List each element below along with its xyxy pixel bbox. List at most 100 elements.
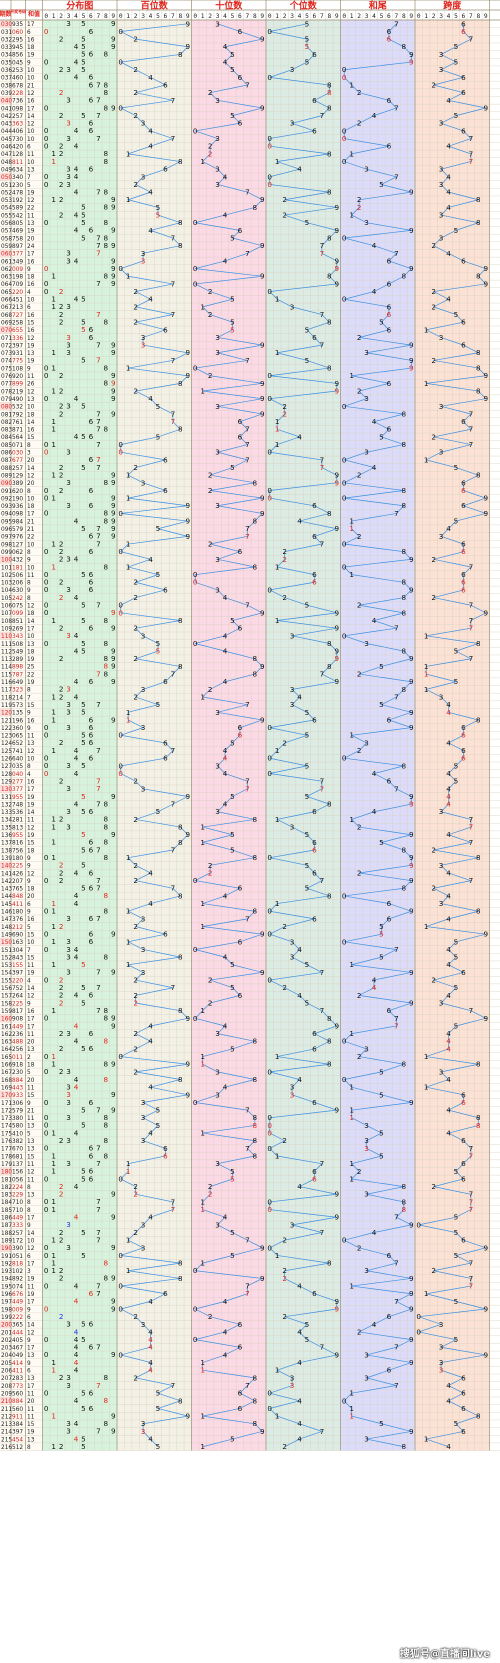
draw-number: 508: [12, 642, 23, 648]
trend-mark: 6: [387, 1312, 392, 1321]
trend-mark: 7: [245, 1282, 250, 1291]
trend-mark: 4: [446, 769, 451, 778]
issue-number: 036: [1, 68, 12, 74]
trend-mark: 0: [193, 1304, 198, 1313]
distribution-mark: 2: [59, 692, 64, 701]
distribution-mark: 3: [66, 501, 71, 510]
distribution-mark: 1: [51, 1205, 56, 1214]
trend-mark: 1: [200, 1366, 205, 1375]
distribution-mark: 8: [104, 907, 109, 916]
trend-mark: 9: [483, 394, 488, 403]
watermark: 搜狐号@直播间live: [399, 1649, 490, 1660]
draw-sum: 12: [27, 198, 35, 204]
draw-number: 756: [12, 848, 23, 854]
issue-number: 142: [1, 879, 12, 885]
trend-mark: 3: [141, 172, 146, 181]
trend-mark: 2: [208, 287, 213, 296]
issue-highlight: [0, 479, 11, 487]
draw-sum: 12: [27, 871, 35, 877]
trend-mark: 5: [379, 838, 384, 847]
trend-mark: 1: [126, 494, 131, 503]
issue-number: 122: [1, 726, 12, 732]
trend-mark: 9: [409, 364, 414, 373]
trend-mark: 6: [461, 746, 466, 755]
trend-mark: 8: [402, 272, 407, 281]
trend-mark: 1: [275, 899, 280, 908]
distribution-mark: 6: [89, 623, 94, 632]
distribution-mark: 5: [81, 1335, 86, 1344]
draw-number: 490: [12, 397, 23, 403]
issue-number: 125: [1, 749, 12, 755]
trend-line-units: [268, 23, 339, 1448]
trend-mark: 2: [431, 976, 436, 985]
trend-mark: 0: [267, 371, 272, 380]
trend-mark: 2: [282, 555, 287, 564]
distribution-mark: 3: [66, 1098, 71, 1107]
trend-mark: 8: [402, 440, 407, 449]
trend-mark: 7: [320, 455, 325, 464]
digit-header: 3: [439, 13, 443, 20]
distribution-mark: 1: [51, 1060, 56, 1069]
trend-mark: 9: [260, 494, 265, 503]
trend-mark: 8: [402, 1442, 407, 1451]
distribution-mark: 2: [59, 1182, 64, 1191]
trend-mark: 9: [334, 264, 339, 273]
distribution-mark: 4: [74, 945, 79, 954]
trend-mark: 6: [163, 754, 168, 763]
trend-mark: 7: [245, 601, 250, 610]
distribution-mark: 7: [96, 601, 101, 610]
issue-number: 113: [1, 657, 12, 663]
draw-number: 045: [12, 60, 23, 66]
trend-mark: 4: [223, 1021, 228, 1030]
issue-number: 063: [1, 275, 12, 281]
distribution-mark: 1: [51, 1258, 56, 1267]
draw-number: 681: [12, 1154, 23, 1160]
issue-number: 038: [1, 83, 12, 89]
trend-mark: 0: [267, 73, 272, 82]
trend-mark: 2: [133, 1373, 138, 1382]
trend-mark: 0: [118, 1052, 123, 1061]
issue-number: 126: [1, 757, 12, 763]
issue-number: 050: [1, 175, 12, 181]
distribution-mark: 5: [81, 983, 86, 992]
trend-mark: 6: [312, 1167, 317, 1176]
draw-number: 560: [12, 1391, 23, 1397]
draw-number: 253: [12, 68, 23, 74]
distribution-mark: 6: [89, 1289, 94, 1298]
draw-number: 230: [12, 183, 23, 189]
distribution-mark: 3: [66, 348, 71, 357]
trend-mark: 7: [320, 1006, 325, 1015]
draw-number: 062: [12, 550, 23, 556]
draw-number: 405: [12, 1338, 23, 1344]
trend-mark: 0: [267, 930, 272, 939]
distribution-mark: 6: [89, 715, 94, 724]
trend-mark: 1: [275, 815, 280, 824]
trend-mark: 2: [282, 1266, 287, 1275]
trend-mark: 6: [387, 379, 392, 388]
trend-mark: 7: [245, 455, 250, 464]
issue-number: 167: [1, 1070, 12, 1076]
draw-number: 229: [12, 1193, 23, 1199]
issue-number: 112: [1, 649, 12, 655]
distribution-mark: 5: [81, 1174, 86, 1183]
trend-mark: 9: [409, 830, 414, 839]
trend-mark: 7: [469, 624, 474, 633]
distribution-mark: 0: [44, 287, 49, 296]
draw-number: 935: [12, 22, 23, 28]
draw-sum: 15: [27, 1154, 35, 1160]
trend-mark: 2: [133, 302, 138, 311]
trend-mark: 9: [409, 226, 414, 235]
trend-mark: 2: [133, 287, 138, 296]
trend-mark: 4: [372, 983, 377, 992]
trend-mark: 7: [320, 777, 325, 786]
issue-number: 188: [1, 1231, 12, 1237]
distribution-mark: 5: [81, 1044, 86, 1053]
trend-mark: 1: [349, 211, 354, 220]
issue-number: 101: [1, 565, 12, 571]
trend-mark: 5: [230, 1251, 235, 1260]
draw-number: 098: [12, 512, 23, 518]
issue-number: 195: [1, 1284, 12, 1290]
draw-sum: 16: [27, 282, 35, 288]
trend-mark: 4: [446, 1075, 451, 1084]
distribution-mark: 0: [44, 853, 49, 862]
